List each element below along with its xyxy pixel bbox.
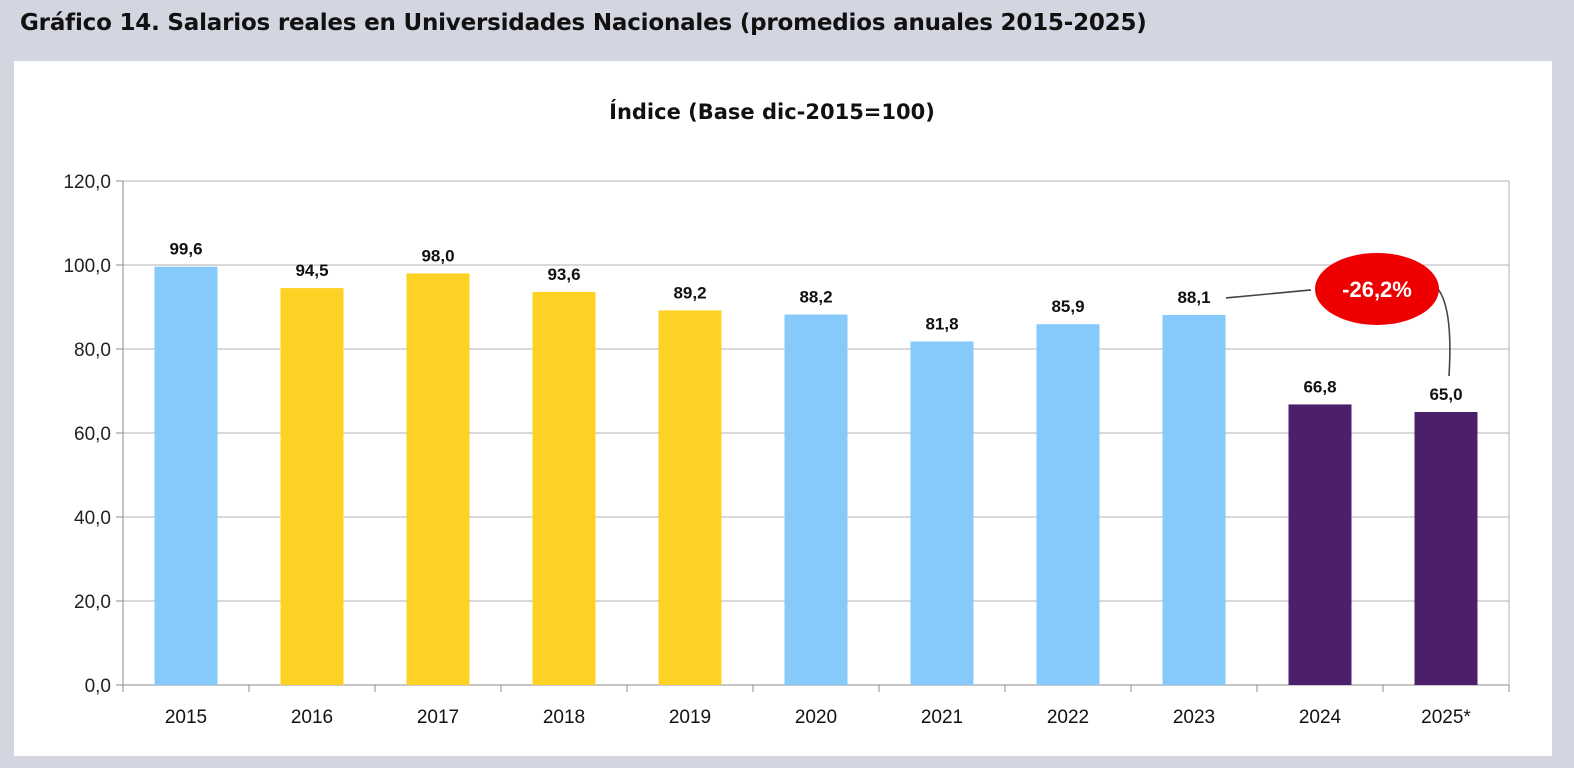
- change-badge: [1315, 252, 1439, 325]
- category-label: 2016: [291, 707, 333, 728]
- bar-2016: [280, 288, 344, 685]
- category-label: 2018: [543, 707, 585, 728]
- value-label: 94,5: [295, 261, 328, 280]
- bar-2015: [154, 266, 218, 685]
- category-label: 2022: [1047, 707, 1089, 728]
- y-tick-label: 40,0: [74, 508, 111, 529]
- value-label: 88,2: [799, 288, 832, 307]
- value-label: 93,6: [547, 265, 580, 284]
- bar-2021: [910, 341, 974, 685]
- value-label: 98,0: [421, 246, 454, 265]
- chart-subtitle: Índice (Base dic-2015=100): [609, 99, 935, 124]
- category-label: 2020: [795, 707, 837, 728]
- bar-2023: [1162, 314, 1226, 685]
- bar-2025: [1414, 412, 1478, 685]
- value-label: 81,8: [925, 314, 958, 333]
- category-label: 2023: [1173, 707, 1215, 728]
- value-label: 88,1: [1177, 288, 1210, 307]
- category-label: 2025*: [1421, 707, 1471, 728]
- category-label: 2017: [417, 707, 459, 728]
- value-label: 85,9: [1051, 297, 1084, 316]
- y-tick-label: 100,0: [63, 256, 111, 277]
- value-label: 99,6: [169, 240, 202, 259]
- change-badge-label: -26,2%: [1342, 277, 1412, 302]
- y-tick-label: 120,0: [63, 172, 111, 193]
- category-label: 2015: [165, 707, 207, 728]
- bar-2022: [1036, 324, 1100, 685]
- bar-2018: [532, 291, 596, 685]
- chart-panel: Índice (Base dic-2015=100) 0,0 20,0 40,0 60…: [14, 61, 1552, 756]
- annotation-connector-left: [1225, 289, 1312, 299]
- category-label: 2024: [1299, 707, 1342, 728]
- y-tick-label: 20,0: [74, 592, 111, 613]
- value-label: 65,0: [1429, 385, 1462, 404]
- bar-chart: Índice (Base dic-2015=100) 0,0 20,0 40,0 60…: [63, 99, 1510, 728]
- bar-2020: [784, 314, 848, 685]
- y-tick-label: 60,0: [74, 424, 111, 445]
- bar-2019: [658, 310, 722, 685]
- figure-title: Gráfico 14. Salarios reales en Universid…: [20, 10, 1147, 36]
- bar-2017: [406, 273, 470, 685]
- y-tick-label: 0,0: [85, 676, 111, 697]
- category-label: 2019: [669, 707, 711, 728]
- bar-2024: [1288, 404, 1352, 685]
- value-label: 89,2: [673, 283, 706, 302]
- y-tick-label: 80,0: [74, 340, 111, 361]
- value-label: 66,8: [1303, 377, 1336, 396]
- category-label: 2021: [921, 707, 963, 728]
